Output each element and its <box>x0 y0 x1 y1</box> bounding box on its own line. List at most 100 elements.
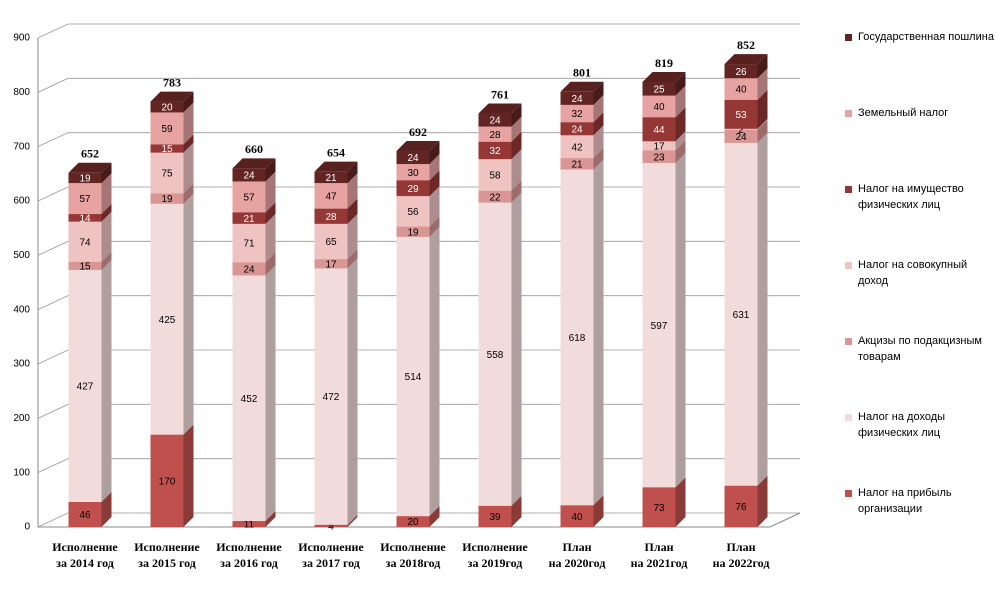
bar-side <box>593 125 604 159</box>
grid-line <box>37 132 800 148</box>
bar-top <box>724 54 768 65</box>
total-label: 654 <box>327 145 345 159</box>
bar-top <box>232 158 276 169</box>
bar-segment <box>724 485 758 527</box>
data-label: 19 <box>407 227 419 238</box>
bar-side <box>347 213 358 260</box>
data-label: 14 <box>79 213 91 224</box>
data-label: 42 <box>571 142 583 153</box>
bar-side <box>757 119 768 143</box>
data-label: 597 <box>651 321 668 332</box>
bar-side <box>675 85 686 118</box>
data-label: 514 <box>405 372 422 383</box>
bar-segment <box>150 144 184 153</box>
data-label: 618 <box>569 333 586 344</box>
data-label: 29 <box>407 184 419 195</box>
bar-side <box>429 170 440 197</box>
bar-side <box>675 72 686 96</box>
data-label: 24 <box>735 132 747 143</box>
bar-side <box>429 226 440 517</box>
y-tick-label: 900 <box>13 33 30 44</box>
data-label: 28 <box>489 130 501 141</box>
bar-segment <box>478 505 512 527</box>
data-label: 59 <box>161 124 173 135</box>
y-tick-label: 800 <box>13 87 30 98</box>
x-tick-label: Исполнение за 2019год <box>462 540 528 570</box>
bar-segment <box>232 262 266 276</box>
bar-top <box>396 141 440 152</box>
total-label: 692 <box>409 125 427 139</box>
data-label: 15 <box>161 144 173 155</box>
data-label: 452 <box>241 394 258 405</box>
y-tick-label: 400 <box>13 304 30 315</box>
data-label: 21 <box>571 159 583 170</box>
bar-side <box>183 102 194 145</box>
data-label: 28 <box>325 212 337 223</box>
x-tick-label: Исполнение за 2015 год <box>134 540 200 570</box>
data-label: 24 <box>243 171 255 182</box>
bar-side <box>429 216 440 237</box>
legend-swatch <box>845 262 852 269</box>
bar-side <box>757 54 768 79</box>
data-label: 631 <box>733 310 750 321</box>
data-label: 2 <box>738 125 744 136</box>
data-label: 76 <box>735 502 747 513</box>
bar-segment <box>724 128 758 130</box>
data-label: 24 <box>489 116 501 127</box>
bar-segment <box>478 159 512 191</box>
legend-swatch <box>845 490 852 497</box>
bar-side <box>183 91 194 113</box>
bar-side <box>675 131 686 151</box>
data-label: 75 <box>161 169 173 180</box>
data-label: 19 <box>79 174 91 185</box>
data-label: 40 <box>653 102 665 113</box>
bar-segment <box>396 196 430 227</box>
bar-side <box>511 149 522 191</box>
data-label: 21 <box>243 214 255 225</box>
bar-side <box>347 173 358 209</box>
bar-side <box>511 192 522 506</box>
data-label: 24 <box>571 124 583 135</box>
bar-segment <box>232 181 266 213</box>
bar-side <box>593 112 604 136</box>
data-label: 32 <box>571 109 583 120</box>
y-tick-label: 100 <box>13 467 30 478</box>
bar-side <box>265 158 276 182</box>
y-tick-label: 700 <box>13 141 30 152</box>
bar-side <box>757 132 768 486</box>
data-label: 19 <box>161 194 173 205</box>
bar-segment <box>642 162 676 488</box>
data-label: 57 <box>243 193 255 204</box>
bar-side <box>675 477 686 527</box>
bar-segment <box>642 141 676 151</box>
legend-label: Земельный налог <box>858 107 949 119</box>
bar-side <box>675 107 686 142</box>
data-label: 71 <box>243 239 255 250</box>
bar-segment <box>314 183 348 209</box>
data-label: 58 <box>489 171 501 182</box>
data-label: 21 <box>325 173 337 184</box>
bar-top <box>314 161 358 172</box>
bar-side <box>593 159 604 506</box>
bar-side <box>757 118 768 130</box>
bar-side <box>347 161 358 184</box>
bar-side <box>265 213 276 263</box>
bar-segment <box>560 169 594 506</box>
data-label: 32 <box>489 146 501 157</box>
data-label: 17 <box>653 141 665 152</box>
bar-side <box>183 183 194 204</box>
bar-side <box>429 186 440 227</box>
bar-segment <box>478 190 512 203</box>
bar-segment <box>560 122 594 136</box>
bar-segment <box>642 82 676 96</box>
bar-side <box>347 258 358 525</box>
data-label: 23 <box>653 152 665 163</box>
bar-side <box>101 162 112 184</box>
bar-segment <box>724 78 758 100</box>
bar-side <box>347 198 358 224</box>
grid-line <box>37 458 800 474</box>
y-tick-label: 300 <box>13 359 30 370</box>
bar-segment <box>724 142 758 486</box>
grid-line <box>37 240 800 256</box>
